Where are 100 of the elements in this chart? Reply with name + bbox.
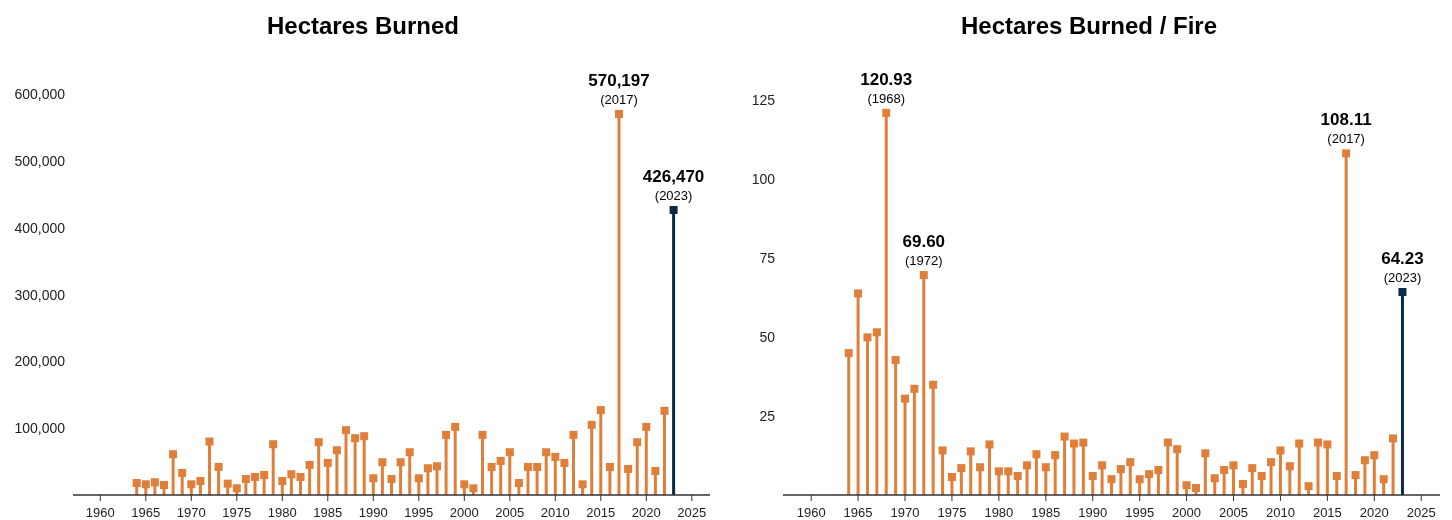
point	[985, 440, 994, 449]
point	[1220, 466, 1229, 475]
point	[241, 474, 250, 483]
x-tick-label: 1960	[85, 505, 115, 520]
point	[1004, 467, 1013, 476]
point	[360, 432, 369, 441]
annotation: (1968)	[867, 90, 906, 106]
x-tick-label: 1990	[358, 505, 388, 520]
annotation: (2023)	[1383, 270, 1422, 286]
point	[901, 394, 910, 403]
point	[1023, 461, 1032, 470]
point	[332, 446, 341, 455]
x-tick-label: 2005	[495, 505, 525, 520]
point	[1013, 472, 1022, 481]
y-tick-label: 300,000	[14, 286, 66, 303]
y-tick-label: 400,000	[14, 219, 66, 236]
point	[505, 448, 514, 457]
point	[1360, 456, 1369, 465]
y-tick-label: 600,000	[14, 86, 66, 102]
point	[1145, 470, 1154, 479]
x-tick-label: 2020	[1359, 505, 1389, 520]
x-tick-label: 2010	[540, 505, 570, 520]
point	[141, 480, 150, 489]
point	[1257, 472, 1266, 481]
point	[1098, 461, 1107, 470]
point	[947, 472, 956, 481]
x-tick-label: 1975	[937, 505, 967, 520]
x-tick-label: 2000	[449, 505, 479, 520]
y-tick-label: 50	[759, 329, 776, 345]
annotation: 426,470	[642, 166, 705, 186]
point	[1389, 434, 1398, 443]
point	[278, 476, 287, 485]
point	[1351, 471, 1360, 480]
y-tick-label: 125	[751, 92, 776, 108]
point	[423, 464, 432, 473]
point	[651, 466, 660, 475]
point	[642, 422, 651, 431]
annotation: 69.60	[902, 232, 946, 252]
point	[342, 426, 350, 435]
point	[1107, 475, 1116, 484]
point	[938, 446, 947, 455]
point	[542, 448, 551, 457]
point	[569, 430, 578, 439]
x-tick-label: 2005	[1219, 505, 1248, 520]
annotation: 120.93	[860, 69, 913, 89]
point	[169, 450, 178, 459]
point	[287, 470, 296, 479]
point	[433, 462, 441, 471]
point	[160, 480, 168, 489]
point	[405, 448, 414, 457]
x-tick-label: 1960	[796, 505, 826, 520]
x-tick-label: 2015	[1312, 505, 1342, 520]
point	[1267, 458, 1276, 467]
point	[669, 205, 678, 214]
x-tick-label: 1990	[1078, 505, 1108, 520]
annotation: 108.11	[1320, 110, 1372, 130]
y-tick-label: 100,000	[14, 420, 66, 437]
x-tick-label: 1965	[843, 505, 873, 520]
y-tick-label: 25	[759, 408, 776, 424]
point	[387, 474, 396, 483]
x-tick-label: 1965	[131, 505, 161, 520]
annotation: (1972)	[905, 253, 943, 269]
x-tick-label: 1980	[984, 505, 1014, 520]
point	[1135, 475, 1144, 484]
point	[1332, 472, 1341, 481]
point	[132, 478, 141, 487]
point	[205, 437, 214, 446]
point	[478, 430, 487, 439]
point	[578, 480, 587, 489]
point	[1051, 451, 1060, 460]
point	[460, 480, 469, 489]
x-tick-label: 1995	[1125, 505, 1155, 520]
y-tick-label: 100	[751, 171, 776, 187]
point	[1285, 462, 1294, 471]
annotation: (2023)	[654, 187, 693, 203]
y-tick-label: 200,000	[14, 353, 66, 370]
point	[1163, 438, 1172, 447]
x-tick-label: 2000	[1172, 505, 1202, 520]
chart-title: Hectares Burned / Fire	[960, 12, 1218, 39]
point	[660, 406, 669, 415]
point	[994, 467, 1003, 476]
x-tick-label: 1985	[313, 505, 343, 520]
chart-title: Hectares Burned	[266, 12, 460, 39]
point	[1323, 440, 1332, 449]
x-tick-label: 2015	[586, 505, 616, 520]
point	[323, 458, 332, 467]
point	[1342, 149, 1351, 158]
x-tick-label: 1995	[404, 505, 434, 520]
annotation: (2017)	[600, 91, 638, 107]
point	[976, 463, 985, 472]
point	[551, 452, 560, 461]
point	[196, 476, 205, 485]
point	[1398, 288, 1407, 297]
point	[1379, 475, 1388, 484]
x-tick-label: 1970	[890, 505, 920, 520]
point	[891, 356, 900, 365]
annotation: (2017)	[1327, 131, 1365, 147]
point	[1304, 482, 1313, 491]
point	[1154, 466, 1163, 475]
point	[269, 440, 278, 449]
